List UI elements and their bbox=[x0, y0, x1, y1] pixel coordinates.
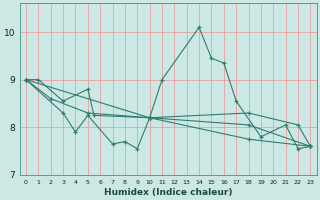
X-axis label: Humidex (Indice chaleur): Humidex (Indice chaleur) bbox=[104, 188, 232, 197]
